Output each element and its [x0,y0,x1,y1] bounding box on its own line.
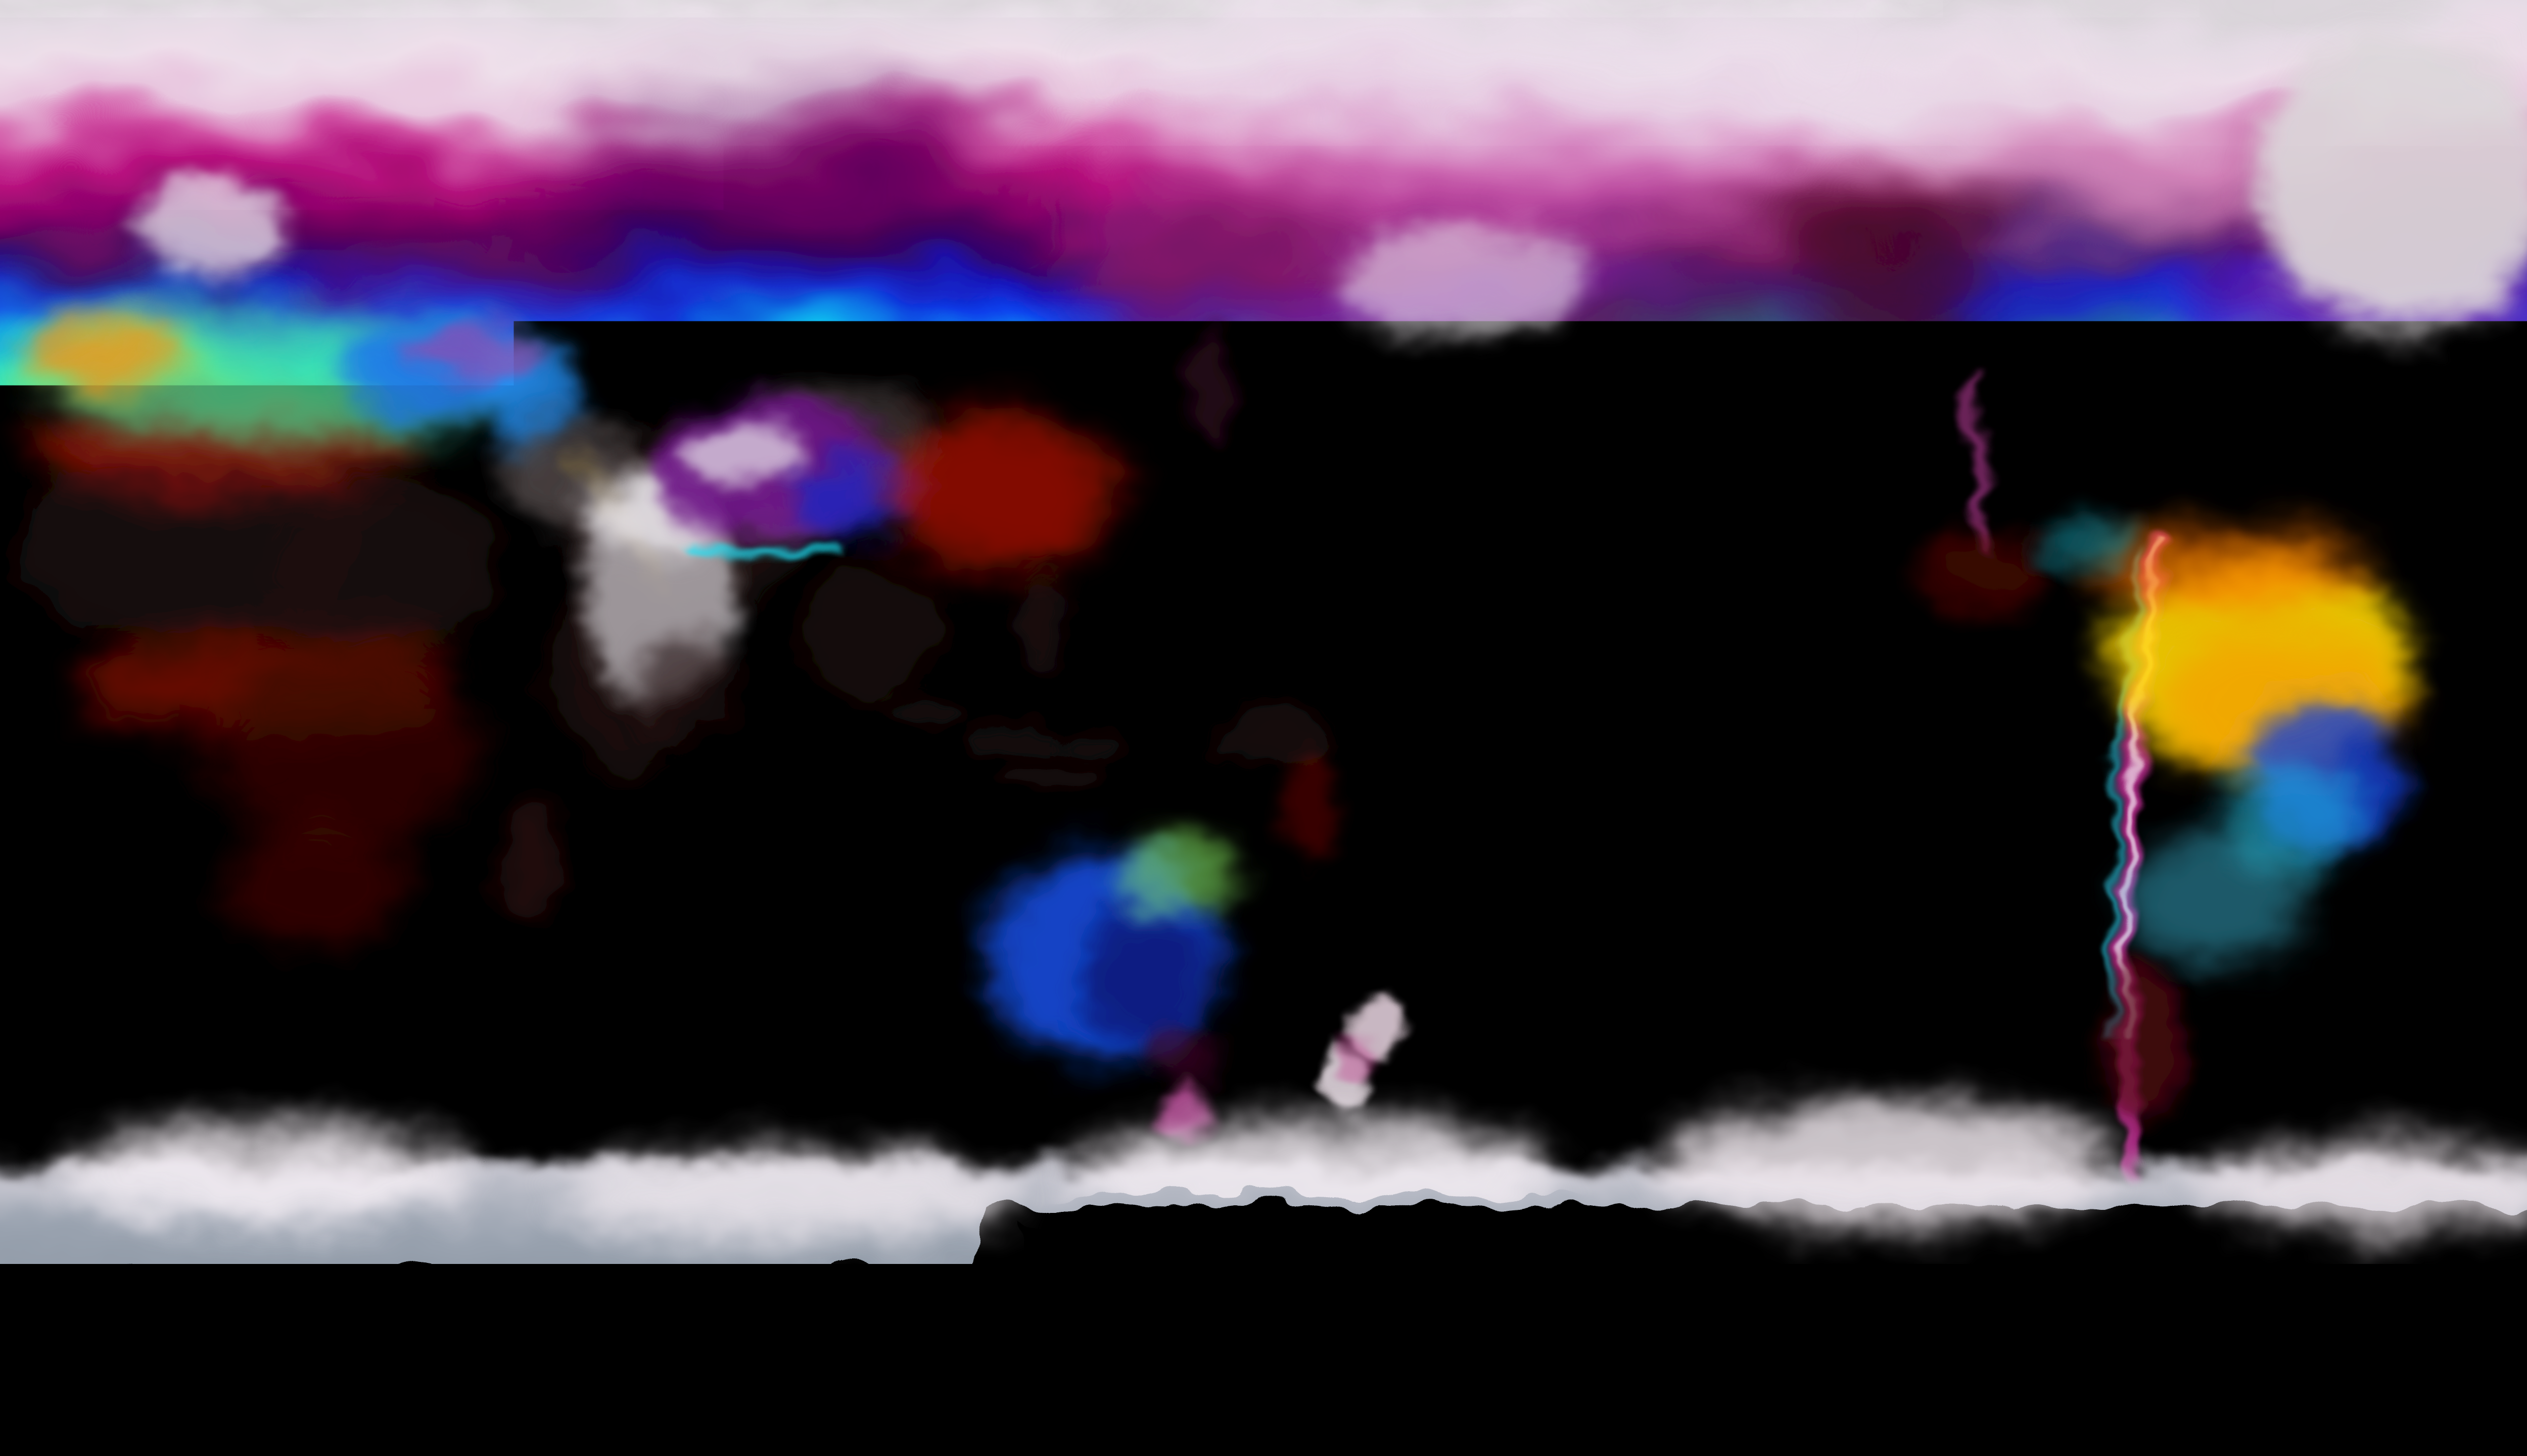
world-map-svg [0,0,2527,1264]
swirl-texture-overlay [0,0,2527,1264]
viewport [0,0,2527,1264]
